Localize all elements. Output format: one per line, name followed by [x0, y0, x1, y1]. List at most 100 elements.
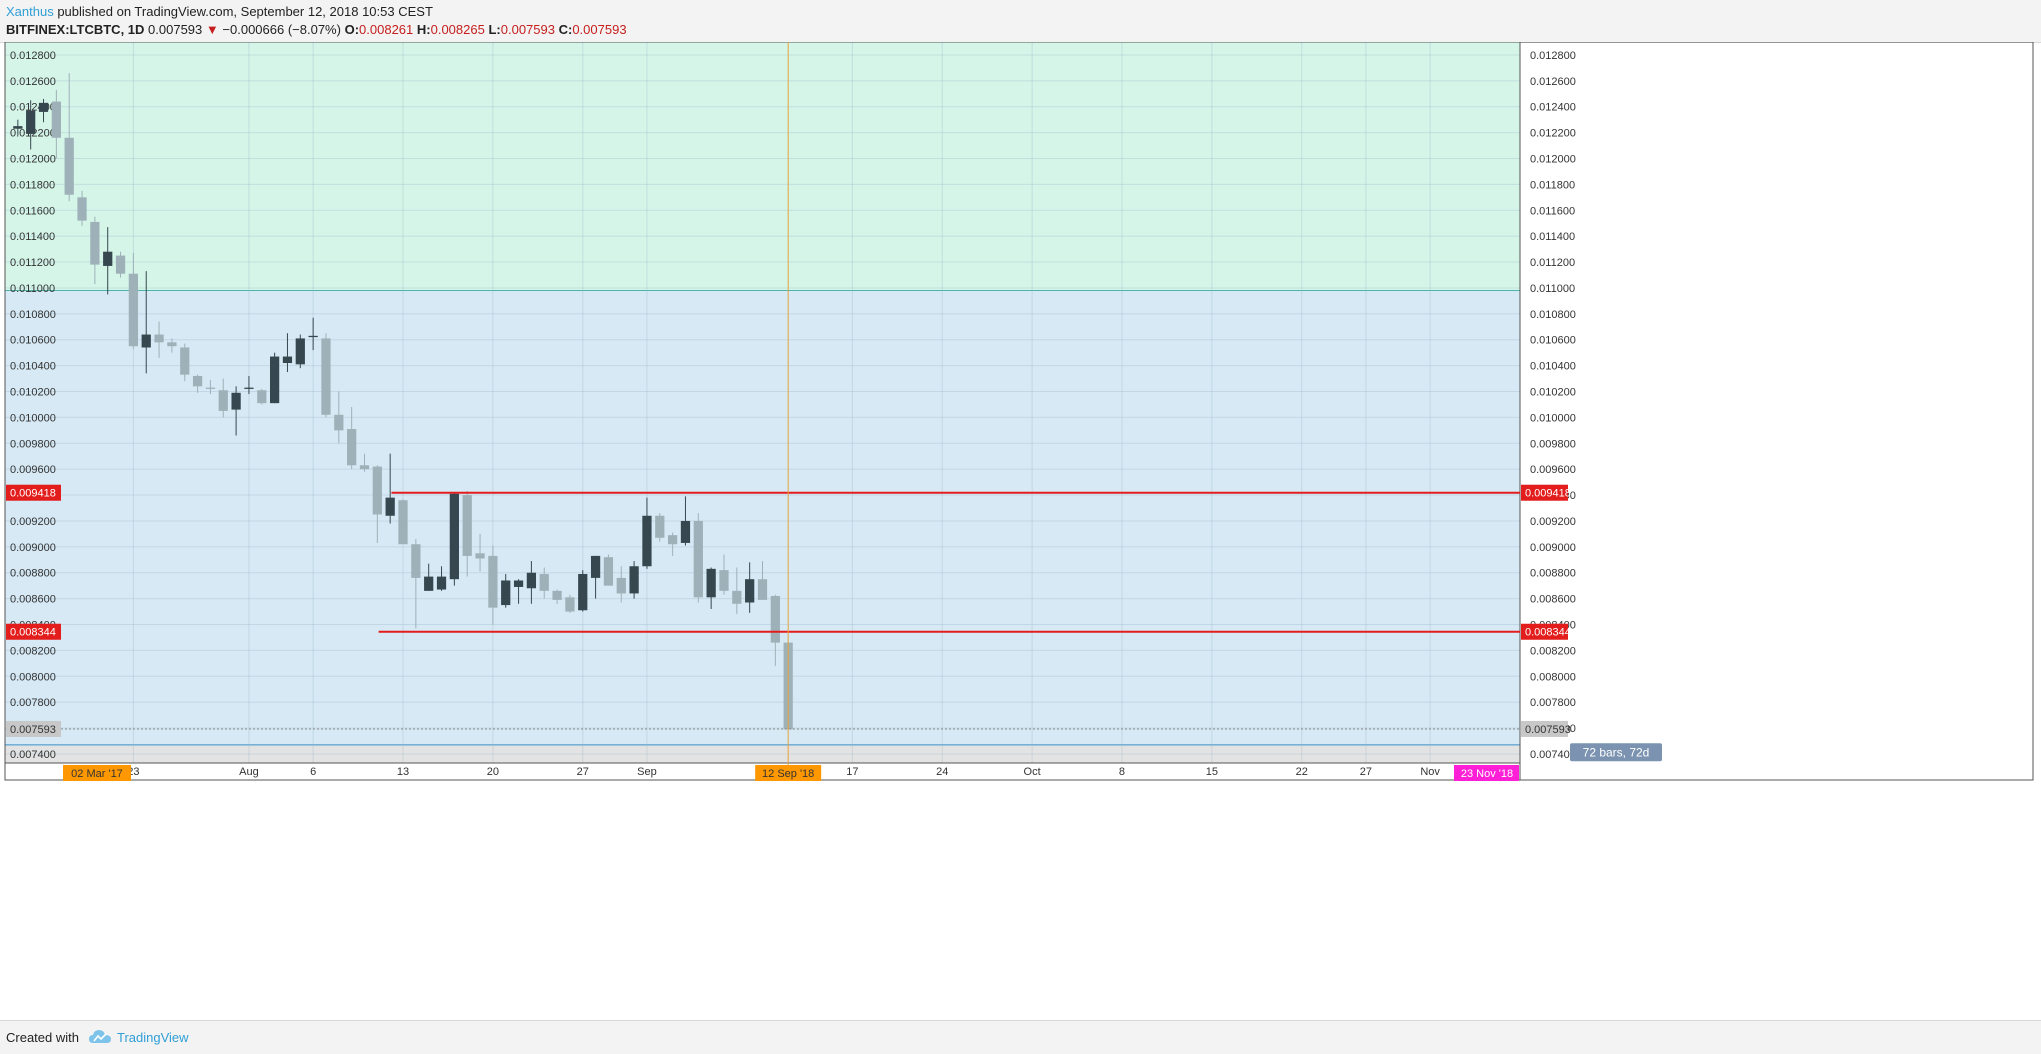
- y-tick-label-right: 0.010000: [1530, 412, 1576, 424]
- candle-down: [411, 544, 421, 578]
- created-with-text: Created with: [6, 1030, 79, 1045]
- level-badge-right: [1521, 484, 1568, 501]
- y-tick-label-left: 0.009200: [10, 516, 56, 528]
- candle-down: [64, 137, 74, 195]
- y-tick-label-left: 0.010200: [10, 386, 56, 398]
- low-value: 0.007593: [500, 22, 555, 37]
- tradingview-brand-link[interactable]: TradingView: [117, 1030, 189, 1045]
- price-chart[interactable]: 0.012800 0.012800 0.012600 0.012600 0.012400…: [0, 42, 2041, 1020]
- candle-up: [26, 110, 36, 134]
- end-date-badge: [1454, 765, 1519, 781]
- level-label-right: 0.009418: [1525, 488, 1571, 500]
- last-price-badge-right: [1521, 720, 1568, 737]
- x-tick-label: Aug: [239, 766, 259, 778]
- y-tick-label-right: 0.011800: [1530, 179, 1575, 191]
- y-tick-label-left: 0.010000: [10, 412, 56, 424]
- candle-up: [449, 493, 459, 580]
- close-value: 0.007593: [572, 22, 627, 37]
- candle-down: [347, 429, 357, 466]
- candle-up: [642, 515, 652, 567]
- candle-up: [745, 579, 755, 603]
- candle-down: [732, 590, 742, 604]
- candle-up: [590, 555, 601, 578]
- candle-down: [218, 390, 228, 411]
- y-tick-label-right: 0.008800: [1530, 568, 1576, 580]
- level-label-left: 0.008344: [10, 627, 56, 639]
- down-arrow-icon: ▼: [205, 22, 219, 37]
- candle-up: [282, 356, 293, 364]
- y-tick-label-right: 0.008200: [1530, 645, 1576, 657]
- y-tick-label-left: 0.011800: [10, 179, 55, 191]
- y-tick-label-left: 0.009800: [10, 438, 56, 450]
- y-tick-label-left: 0.008800: [10, 568, 56, 580]
- last-price-label-left: 0.007593: [10, 724, 56, 736]
- y-tick-label-left: 0.012800: [10, 50, 56, 62]
- y-tick-label-right: 0.008600: [1530, 594, 1576, 606]
- x-tick-label: 15: [1206, 766, 1218, 778]
- y-tick-label-right: 0.011600: [1530, 205, 1575, 217]
- y-tick-label-right: 0.010600: [1530, 335, 1576, 347]
- y-tick-label-left: 0.011400: [10, 231, 55, 243]
- candle-up: [141, 334, 151, 348]
- y-tick-label-right: 0.010400: [1530, 361, 1576, 373]
- candle-up: [295, 338, 305, 365]
- y-tick-label-left: 0.012600: [10, 76, 56, 88]
- open-label: O:: [344, 22, 360, 37]
- y-tick-label-right: 0.011000: [1530, 283, 1575, 295]
- y-tick-label-right: 0.012400: [1530, 102, 1576, 114]
- candle-down: [616, 577, 626, 594]
- candle-down: [539, 574, 549, 591]
- start-date-label: 02 Mar '17: [71, 768, 123, 780]
- candle-down: [77, 197, 87, 221]
- candle-up: [578, 574, 588, 611]
- candle-down: [205, 387, 216, 389]
- candle-down: [719, 570, 729, 591]
- candle-down: [257, 390, 267, 404]
- y-tick-label-right: 0.008000: [1530, 671, 1576, 683]
- start-date-badge: [63, 765, 131, 781]
- y-tick-label-right: 0.007400: [1530, 749, 1576, 761]
- y-tick-label-right: 0.011200: [1530, 257, 1575, 269]
- last-price: 0.007593: [148, 22, 203, 37]
- x-tick-label: 17: [846, 766, 858, 778]
- published-text: published on TradingView.com, September …: [57, 4, 433, 19]
- x-tick-label: Nov: [1420, 766, 1440, 778]
- low-label: L:: [488, 22, 501, 37]
- candle-up: [13, 126, 23, 129]
- blue-zone: [5, 290, 1520, 745]
- candle-up: [629, 566, 639, 594]
- candle-down: [51, 101, 61, 138]
- candle-down: [90, 221, 100, 265]
- y-tick-label-left: 0.010800: [10, 309, 56, 321]
- y-tick-label-right: 0.009000: [1530, 542, 1576, 554]
- x-tick-label: Oct: [1024, 766, 1041, 778]
- current-date-badge: [755, 765, 822, 781]
- last-price-badge-left: [6, 720, 61, 737]
- date-range-label: 72 bars, 72d: [1583, 745, 1650, 759]
- y-tick-label-right: 0.007800: [1530, 697, 1576, 709]
- symbol-label: BITFINEX:LTCBTC, 1D: [6, 22, 145, 37]
- candle-down: [154, 334, 164, 343]
- candle-up: [706, 568, 716, 598]
- candle-down: [180, 347, 190, 375]
- candle-down: [603, 557, 614, 586]
- y-tick-label-right: 0.012600: [1530, 76, 1576, 88]
- candle-up: [103, 251, 113, 266]
- level-label-left: 0.009418: [10, 488, 56, 500]
- y-tick-label-right: 0.011400: [1530, 231, 1575, 243]
- candle-down: [552, 590, 562, 600]
- level-badge-left: [6, 623, 61, 640]
- y-tick-label-right: 0.009600: [1530, 464, 1576, 476]
- candle-down: [192, 375, 203, 387]
- candle-down: [757, 579, 768, 600]
- level-badge-left: [6, 484, 61, 501]
- date-range-badge: [1570, 743, 1662, 762]
- y-tick-label-left: 0.008200: [10, 645, 56, 657]
- author-link[interactable]: Xanthus: [6, 4, 54, 19]
- tradingview-cloud-icon[interactable]: [88, 1028, 112, 1046]
- candle-down: [693, 520, 703, 598]
- x-tick-label: 20: [487, 766, 499, 778]
- level-badge-right: [1521, 623, 1568, 640]
- candle-up: [38, 102, 49, 112]
- candle-up: [385, 497, 395, 516]
